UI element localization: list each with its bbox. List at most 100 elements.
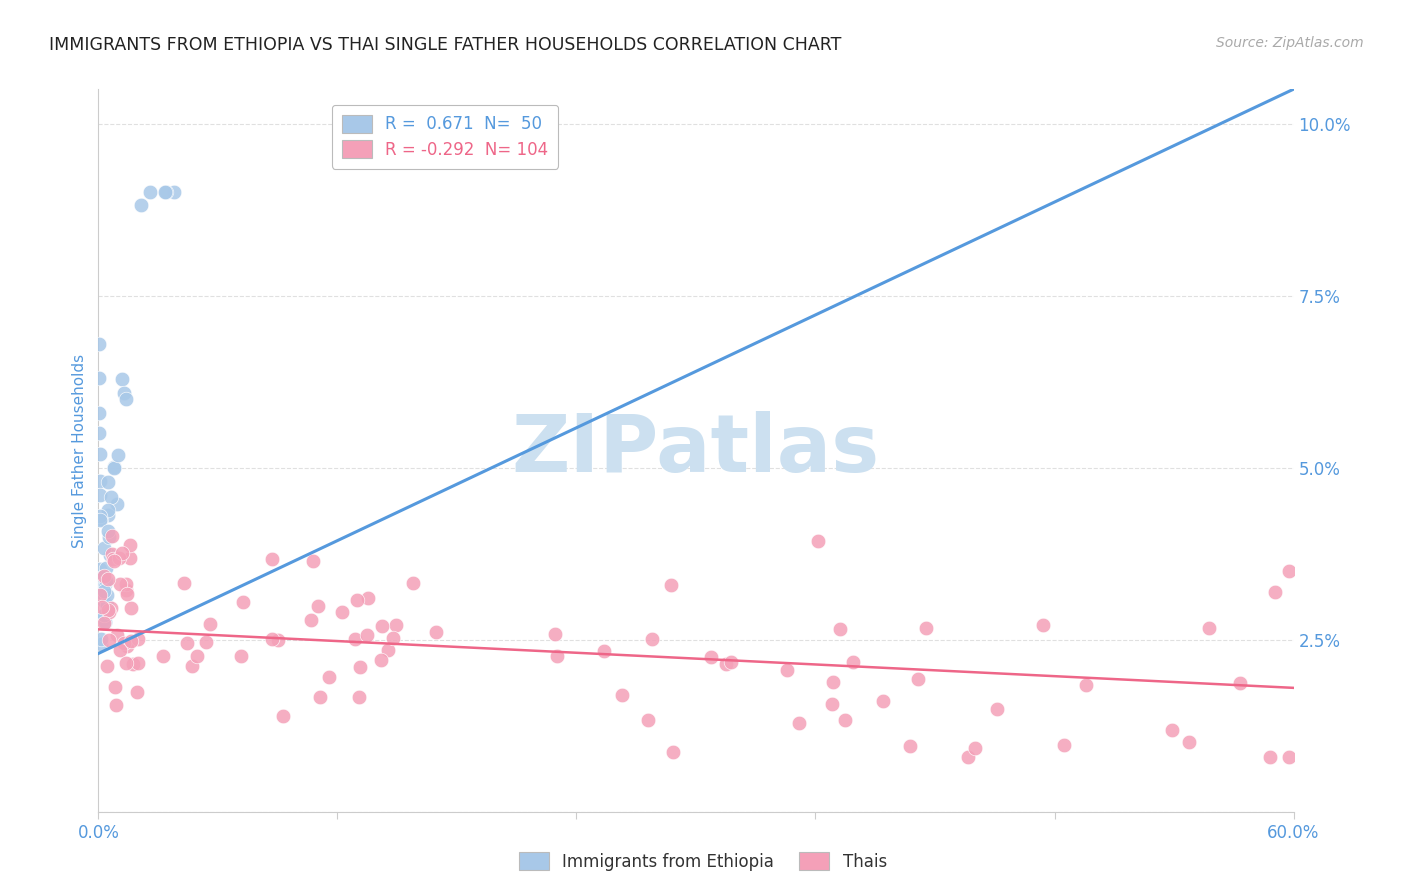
Point <box>91 593 114 607</box>
Point <box>96 598 118 612</box>
Point <box>155 186 177 200</box>
Point <box>98 530 121 544</box>
Point <box>377 642 399 657</box>
Point <box>111 546 134 560</box>
Point <box>103 554 125 568</box>
Point <box>114 656 136 670</box>
Y-axis label: Single Father Households: Single Father Households <box>72 353 87 548</box>
Point <box>544 627 567 641</box>
Point <box>260 551 283 566</box>
Point <box>425 625 447 640</box>
Point <box>87 426 110 441</box>
Point <box>347 690 370 705</box>
Point <box>89 508 111 523</box>
Point <box>346 593 368 607</box>
Point <box>356 628 378 642</box>
Point <box>97 572 120 586</box>
Point <box>115 577 138 591</box>
Point <box>120 550 142 565</box>
Point <box>129 198 152 212</box>
Point <box>907 672 929 686</box>
Point <box>823 674 845 689</box>
Point <box>139 186 162 200</box>
Point <box>262 632 284 646</box>
Point <box>105 497 128 511</box>
Point <box>370 653 392 667</box>
Point <box>93 568 115 582</box>
Point <box>104 680 127 694</box>
Point <box>637 713 659 727</box>
Point <box>93 541 115 555</box>
Text: ZIPatlas: ZIPatlas <box>512 411 880 490</box>
Point <box>121 657 143 672</box>
Point <box>232 594 254 608</box>
Point <box>546 648 568 663</box>
Point <box>330 605 353 619</box>
Point <box>152 649 174 664</box>
Point <box>96 574 118 589</box>
Point <box>90 632 112 647</box>
Point <box>1160 723 1182 737</box>
Point <box>787 716 810 731</box>
Point <box>93 607 115 622</box>
Point <box>89 447 111 461</box>
Point <box>97 524 120 539</box>
Point <box>101 529 124 543</box>
Point <box>659 578 682 592</box>
Point <box>1074 678 1097 692</box>
Point <box>101 552 124 566</box>
Point <box>381 631 404 645</box>
Point <box>700 650 723 665</box>
Point <box>105 698 128 712</box>
Point <box>807 534 830 549</box>
Point <box>872 694 894 708</box>
Point <box>965 741 987 756</box>
Legend: Immigrants from Ethiopia, Thais: Immigrants from Ethiopia, Thais <box>510 844 896 880</box>
Point <box>90 636 112 650</box>
Point <box>91 612 114 626</box>
Point <box>97 502 120 516</box>
Point <box>898 739 921 753</box>
Point <box>662 745 685 759</box>
Point <box>97 508 120 522</box>
Point <box>93 587 115 601</box>
Point <box>357 591 380 605</box>
Point <box>87 406 110 420</box>
Point <box>344 632 367 646</box>
Point <box>173 576 195 591</box>
Point <box>89 475 111 489</box>
Point <box>986 702 1008 716</box>
Point <box>775 663 797 677</box>
Point <box>592 644 614 658</box>
Point <box>111 372 134 386</box>
Point <box>105 628 128 642</box>
Point <box>307 599 329 613</box>
Point <box>720 655 742 669</box>
Point <box>93 582 115 596</box>
Point <box>402 576 425 591</box>
Point <box>610 688 633 702</box>
Point <box>120 537 142 551</box>
Point <box>1178 735 1201 749</box>
Point <box>93 615 115 630</box>
Point <box>1032 617 1054 632</box>
Point <box>302 554 325 568</box>
Point <box>308 690 330 704</box>
Point <box>318 670 340 684</box>
Point <box>1198 621 1220 635</box>
Point <box>153 186 176 200</box>
Point <box>120 634 142 648</box>
Point <box>186 649 208 664</box>
Point <box>100 601 122 615</box>
Point <box>385 617 408 632</box>
Point <box>108 643 131 657</box>
Point <box>1258 749 1281 764</box>
Point <box>120 600 142 615</box>
Point <box>94 577 117 591</box>
Point <box>93 574 115 588</box>
Point <box>87 336 110 351</box>
Point <box>834 713 856 727</box>
Point <box>107 448 129 462</box>
Point <box>1053 738 1076 752</box>
Point <box>114 385 136 400</box>
